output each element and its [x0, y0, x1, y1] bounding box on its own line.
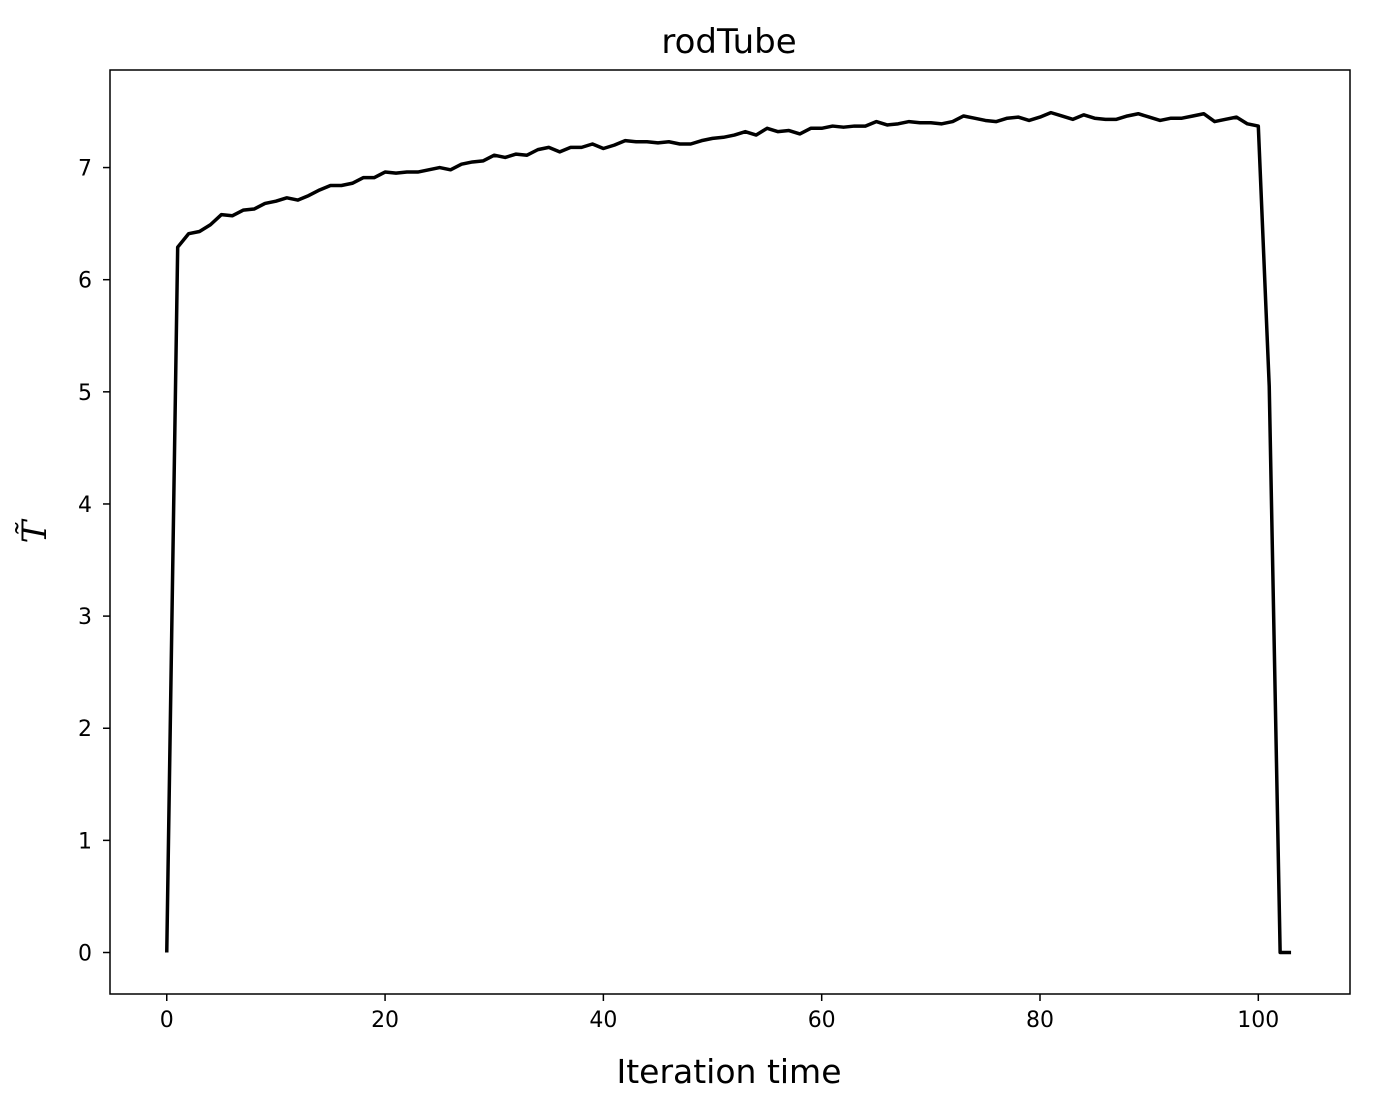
y-tick-label-7: 7 [78, 157, 92, 182]
plot-frame [109, 69, 1351, 995]
x-axis: 0 20 40 60 80 100 [160, 994, 1279, 1033]
x-tick-label-0: 0 [160, 1008, 174, 1033]
x-tick-label-2: 40 [589, 1008, 617, 1033]
x-tick-label-4: 80 [1026, 1008, 1054, 1033]
y-tick-label-0: 0 [78, 942, 92, 967]
series-line-0 [165, 110, 1292, 955]
y-tick-label-5: 5 [78, 381, 92, 406]
x-tick-label-3: 60 [808, 1008, 836, 1033]
x-tick-label-1: 20 [371, 1008, 399, 1033]
y-tick-label-1: 1 [78, 829, 92, 854]
y-tick-label-2: 2 [78, 717, 92, 742]
y-tick-label-6: 6 [78, 269, 92, 294]
y-tick-label-4: 4 [78, 493, 92, 518]
y-tick-label-3: 3 [78, 605, 92, 630]
series-layer [165, 110, 1292, 955]
y-axis: 0 1 2 3 4 5 6 7 [78, 157, 110, 967]
x-tick-label-5: 100 [1237, 1008, 1279, 1033]
chart-title: rodTube [661, 22, 796, 62]
y-axis-label: T̃ [15, 518, 55, 543]
x-axis-label: Iteration time [616, 1052, 841, 1091]
